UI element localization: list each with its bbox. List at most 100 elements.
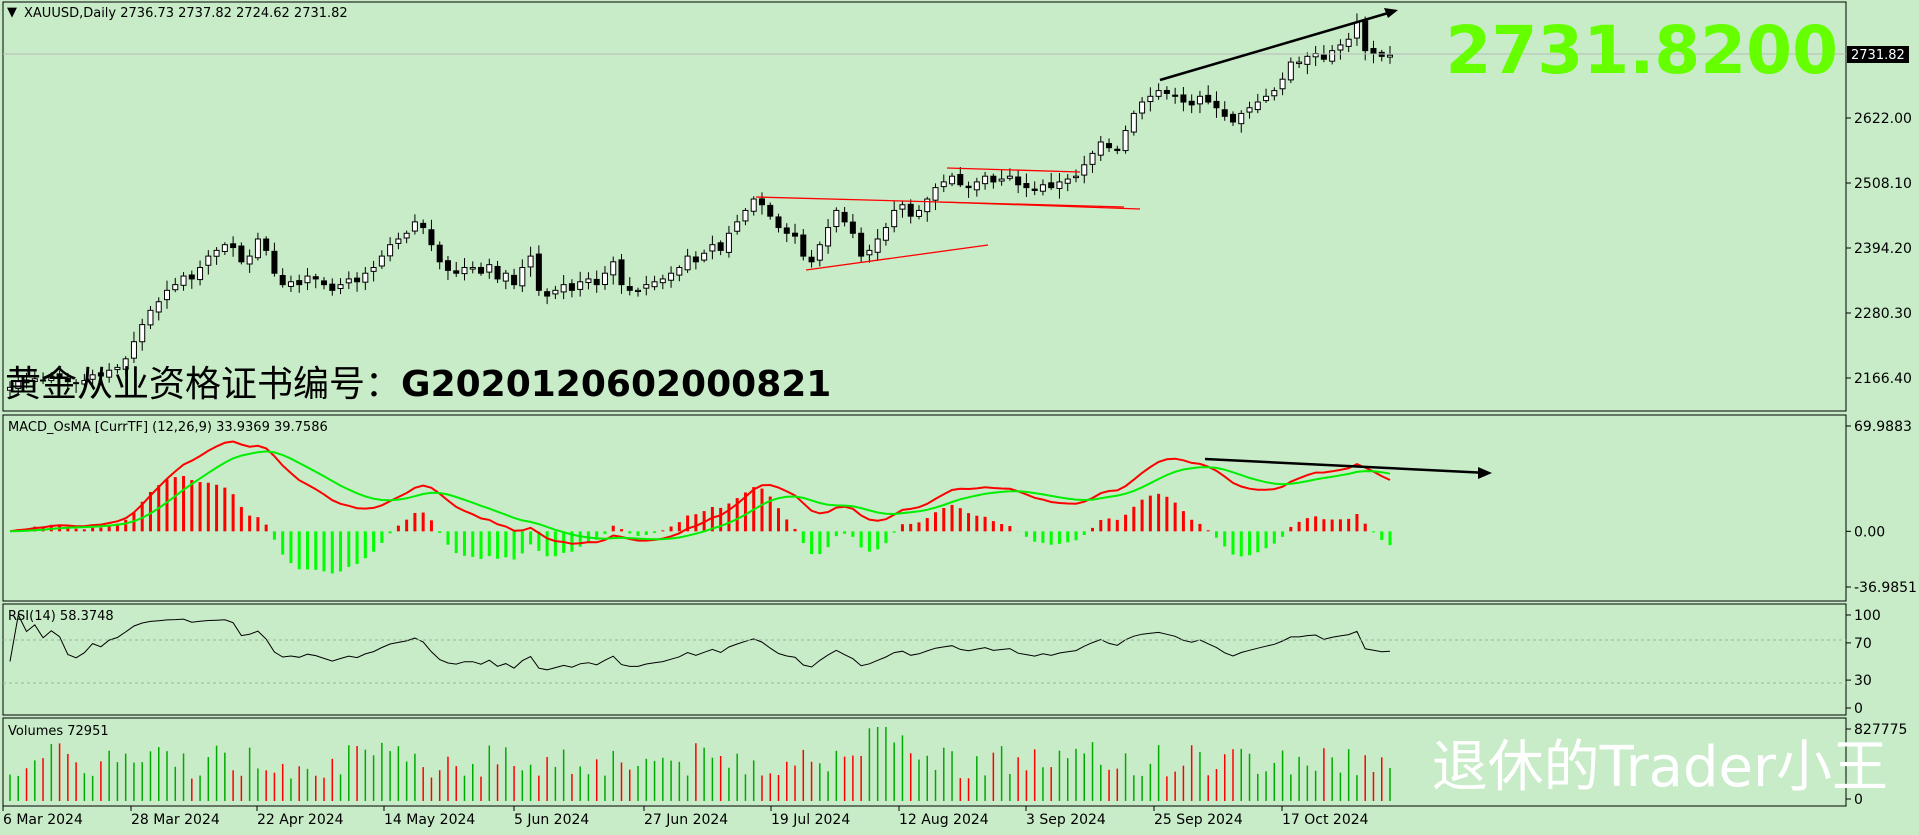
candle-body: [1015, 176, 1022, 186]
candle-body: [453, 270, 460, 274]
volume-tick-label: 827775: [1854, 722, 1907, 738]
candle-body: [858, 232, 865, 257]
candle-body: [1254, 101, 1261, 111]
date-tick-label: 5 Jun 2024: [514, 812, 589, 828]
candle-body: [486, 264, 493, 273]
candle-body: [1147, 95, 1154, 103]
date-tick-label: 27 Jun 2024: [644, 812, 728, 828]
macd-tick-label: 0.00: [1854, 524, 1885, 540]
candle-body: [502, 272, 509, 282]
candle-body: [378, 255, 385, 267]
candle-body: [428, 229, 435, 246]
rsi-title: RSI(14) 58.3748: [8, 609, 114, 624]
candle-body: [1213, 100, 1220, 109]
date-tick-label: 14 May 2024: [384, 812, 475, 828]
wedge-lower-line: [805, 244, 989, 271]
candle-body: [1097, 141, 1104, 156]
candle-body: [841, 211, 848, 223]
candle-body: [577, 281, 584, 290]
candle-body: [15, 381, 22, 390]
candle-body: [139, 324, 146, 343]
candle-body: [180, 275, 187, 286]
candle-body: [882, 227, 889, 241]
candle-body: [932, 187, 939, 201]
rsi-panel-frame: [2, 603, 1847, 716]
candle-body: [717, 242, 724, 251]
candle-body: [1039, 184, 1046, 192]
candle-body: [825, 227, 832, 247]
candle-body: [354, 277, 361, 283]
candle-body: [387, 244, 394, 257]
candle-body: [626, 286, 633, 291]
candle-body: [238, 245, 245, 263]
candle-body: [114, 366, 121, 371]
macd-tick-label: 69.9883: [1854, 419, 1912, 435]
watermark: 退休的Trader小王: [1432, 735, 1888, 800]
candle-body: [362, 272, 369, 283]
candle-body: [907, 203, 914, 217]
big-price-display: 2731.8200: [1446, 12, 1838, 89]
candle-body: [1370, 48, 1377, 55]
volume-title: Volumes 72951: [8, 724, 109, 739]
candle-body: [106, 369, 113, 378]
candle-body: [1263, 95, 1270, 102]
range-upper-line: [946, 167, 1081, 173]
candle-body: [684, 255, 691, 271]
candle-body: [1048, 182, 1055, 189]
candle-body: [833, 209, 840, 228]
candle-body: [965, 185, 972, 189]
candle-body: [792, 232, 799, 237]
symbol-header-arrow[interactable]: ▼: [7, 5, 17, 20]
candle-body: [1205, 94, 1212, 103]
candle-body: [97, 372, 104, 377]
candle-body: [659, 278, 666, 284]
macd-divergence-arrow: [1204, 457, 1489, 475]
candle-body: [1072, 175, 1079, 179]
candle-body: [874, 238, 881, 253]
candle-body: [1271, 90, 1278, 97]
candle-body: [461, 267, 468, 275]
candle-body: [816, 244, 823, 261]
candle-body: [403, 232, 410, 239]
candle-body: [511, 274, 518, 286]
rsi-tick-label: 70: [1854, 636, 1872, 652]
date-tick-label: 6 Mar 2024: [3, 812, 83, 828]
candle-body: [1089, 152, 1096, 165]
macd-tick-label: -36.9851: [1854, 580, 1917, 596]
candle-body: [676, 267, 683, 276]
candle-body: [1130, 112, 1137, 133]
price-trend-arrowhead: [1384, 8, 1398, 18]
macd-panel-frame: [2, 414, 1847, 602]
candle-body: [279, 275, 286, 286]
candle-body: [1304, 55, 1311, 65]
date-tick-label: 3 Sep 2024: [1026, 812, 1106, 828]
date-tick-label: 19 Jul 2024: [771, 812, 850, 828]
candle-body: [750, 198, 757, 212]
candle-body: [593, 278, 600, 286]
candle-body: [1031, 188, 1038, 191]
date-tick-label: 28 Mar 2024: [131, 812, 220, 828]
candle-body: [1387, 54, 1393, 58]
candle-body: [552, 289, 559, 295]
candle-body: [1320, 54, 1327, 60]
macd-title: MACD_OsMA [CurrTF] (12,26,9) 33.9369 39.…: [8, 420, 328, 435]
candle-body: [56, 373, 63, 378]
price-tick-label: 2166.40: [1854, 371, 1912, 387]
candle-body: [1172, 94, 1179, 97]
date-tick-label: 12 Aug 2024: [899, 812, 989, 828]
candle-body: [304, 275, 311, 284]
candle-body: [692, 256, 699, 263]
candle-body: [197, 267, 204, 281]
candle-body: [990, 175, 997, 183]
candle-body: [709, 244, 716, 252]
candle-body: [263, 238, 270, 251]
candle-body: [1196, 95, 1203, 105]
candle-body: [783, 227, 790, 234]
price-panel-frame: [2, 1, 1847, 412]
candle-body: [420, 222, 427, 229]
candle-body: [891, 209, 898, 228]
candle-body: [915, 209, 922, 217]
candle-body: [849, 221, 856, 234]
price-tick-label: 2280.30: [1854, 306, 1912, 322]
candle-body: [321, 280, 328, 286]
